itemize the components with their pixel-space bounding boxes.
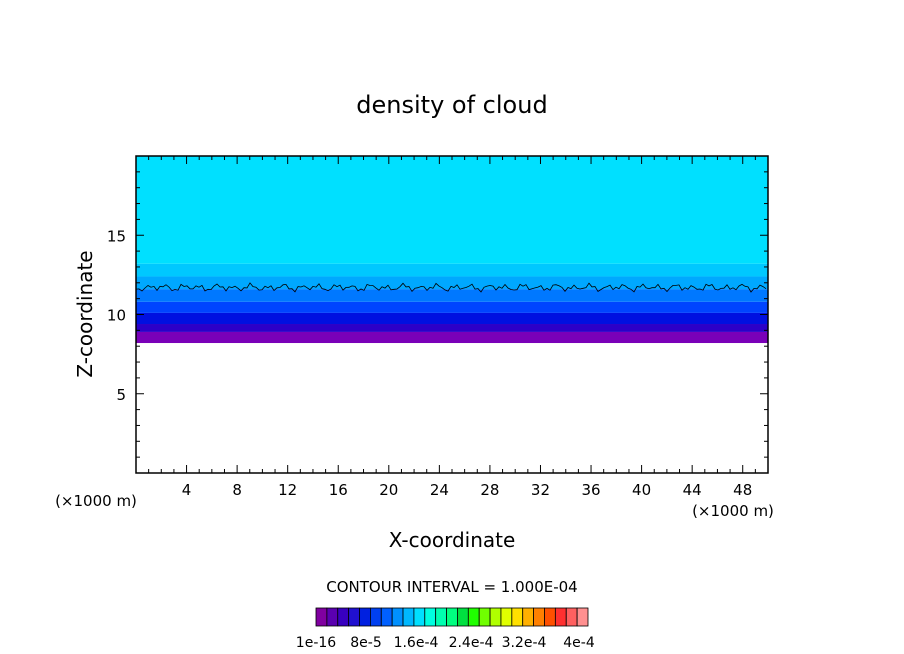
colorbar-swatch bbox=[315, 607, 328, 627]
x-unit-right: (×1000 m) bbox=[692, 502, 774, 520]
colorbar-tick-label: 2.4e-4 bbox=[449, 635, 494, 651]
colorbar-tick-label: 1e-16 bbox=[296, 635, 336, 651]
x-tick-label: 36 bbox=[581, 481, 600, 499]
x-tick-label: 32 bbox=[531, 481, 550, 499]
x-unit-left: (×1000 m) bbox=[55, 492, 137, 510]
contour-line bbox=[135, 282, 767, 293]
y-axis-label: Z-coordinate bbox=[73, 250, 97, 377]
colorbar-swatch bbox=[565, 607, 578, 627]
x-axis: 4 8 12 16 20 24 28 32 36 40 44 48 bbox=[148, 156, 756, 499]
colorbar-swatch bbox=[446, 607, 458, 627]
density-layer-4 bbox=[136, 301, 768, 313]
colorbar-tick-label: 4e-4 bbox=[563, 635, 595, 651]
x-tick-label: 48 bbox=[733, 481, 752, 499]
colorbar-swatch bbox=[522, 607, 534, 627]
x-tick-label: 28 bbox=[480, 481, 499, 499]
x-tick-label: 20 bbox=[379, 481, 398, 499]
colorbar-swatch bbox=[489, 607, 502, 627]
colorbar-swatch bbox=[413, 607, 426, 627]
density-layer-2 bbox=[136, 324, 768, 332]
density-layer-3 bbox=[136, 312, 768, 325]
y-tick-label: 10 bbox=[107, 307, 126, 325]
colorbar: 1e-16 8e-5 1.6e-4 2.4e-4 3.2e-4 4e-4 bbox=[296, 607, 595, 651]
x-tick-label: 40 bbox=[632, 481, 651, 499]
colorbar-swatch bbox=[402, 607, 415, 627]
colorbar-swatch bbox=[424, 607, 437, 627]
y-axis: 5 10 15 bbox=[107, 171, 768, 458]
colorbar-swatch bbox=[467, 607, 480, 627]
colorbar-swatch bbox=[326, 607, 339, 627]
colorbar-tick-label: 1.6e-4 bbox=[394, 635, 439, 651]
colorbar-swatch bbox=[380, 607, 393, 627]
colorbar-swatch bbox=[369, 607, 382, 627]
density-layer-6 bbox=[136, 276, 768, 290]
colorbar-tick-label: 3.2e-4 bbox=[502, 635, 547, 651]
contour-line-group bbox=[135, 282, 767, 293]
density-layer-1 bbox=[136, 331, 768, 344]
cloud-density-field bbox=[136, 156, 768, 344]
y-tick-label: 15 bbox=[107, 227, 126, 245]
x-tick-label: 16 bbox=[329, 481, 348, 499]
colorbar-swatch bbox=[337, 607, 350, 627]
colorbar-swatch bbox=[359, 607, 371, 627]
chart-title: density of cloud bbox=[356, 91, 547, 119]
colorbar-swatch bbox=[391, 607, 404, 627]
colorbar-tick-label: 8e-5 bbox=[350, 635, 381, 651]
x-tick-label: 4 bbox=[182, 481, 192, 499]
colorbar-swatch bbox=[533, 607, 545, 627]
colorbar-swatch bbox=[478, 607, 491, 627]
colorbar-swatch bbox=[435, 607, 447, 627]
x-tick-label: 8 bbox=[232, 481, 242, 499]
density-layer-7 bbox=[136, 263, 768, 277]
colorbar-swatch bbox=[554, 607, 567, 627]
x-tick-label: 12 bbox=[278, 481, 297, 499]
contour-interval-label: CONTOUR INTERVAL = 1.000E-04 bbox=[326, 578, 577, 596]
colorbar-swatch bbox=[576, 607, 589, 627]
x-tick-label: 24 bbox=[430, 481, 449, 499]
colorbar-swatch bbox=[544, 607, 556, 627]
x-axis-label: X-coordinate bbox=[389, 528, 516, 552]
colorbar-swatch bbox=[500, 607, 513, 627]
y-tick-label: 5 bbox=[116, 386, 126, 404]
colorbar-swatch bbox=[348, 607, 360, 627]
x-tick-label: 44 bbox=[683, 481, 702, 499]
colorbar-swatch bbox=[511, 607, 524, 627]
density-layer-8 bbox=[136, 156, 768, 264]
density-layer-5 bbox=[136, 289, 768, 302]
colorbar-swatch bbox=[457, 607, 469, 627]
